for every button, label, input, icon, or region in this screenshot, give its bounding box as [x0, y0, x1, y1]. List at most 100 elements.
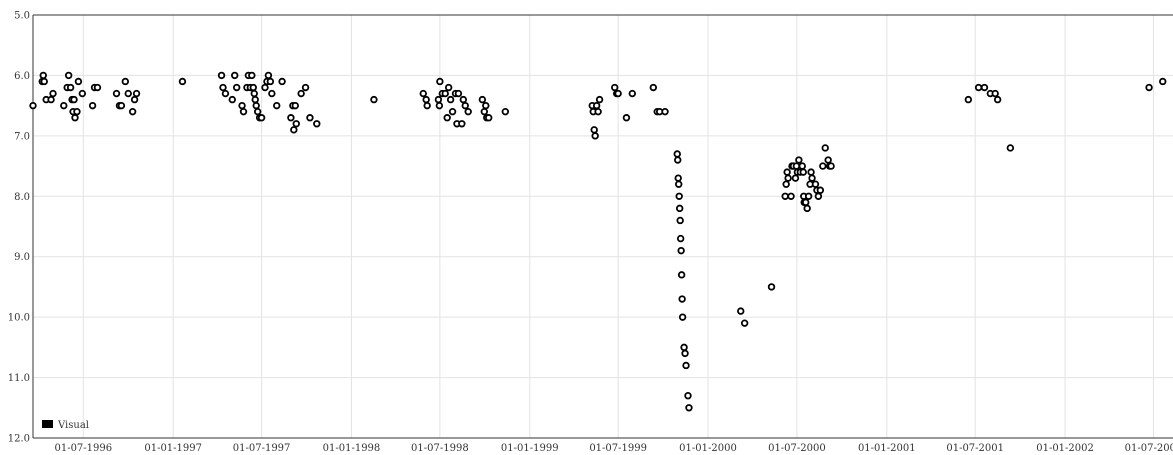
data-point [808, 174, 816, 182]
data-point [121, 77, 130, 86]
data-point [250, 89, 258, 98]
data-point [434, 95, 443, 104]
data-point [590, 126, 598, 134]
data-point [436, 77, 444, 86]
data-point [257, 114, 266, 122]
x-tick-label: 01-01-1997 [144, 443, 202, 454]
data-point [675, 192, 683, 200]
data-point [501, 107, 510, 116]
y-tick-label: 6.0 [14, 71, 30, 82]
data-point [677, 271, 686, 279]
data-point [292, 120, 300, 128]
y-tick-label: 7.0 [14, 131, 30, 142]
data-point [306, 114, 314, 122]
data-points [29, 71, 1167, 412]
data-point [221, 89, 230, 98]
data-point [441, 89, 449, 98]
data-point [217, 71, 226, 80]
data-point [74, 77, 83, 86]
data-point [787, 192, 795, 200]
data-point [677, 246, 685, 255]
data-point [783, 168, 791, 176]
data-point [461, 101, 469, 110]
data-point [78, 89, 87, 98]
data-point [1006, 144, 1015, 152]
data-point [128, 107, 137, 116]
gridlines [33, 14, 1173, 439]
data-point [130, 95, 139, 104]
data-point [974, 83, 983, 92]
data-point [313, 120, 321, 128]
data-point [682, 361, 690, 370]
data-point [458, 120, 466, 128]
data-point [40, 77, 48, 86]
data-point [594, 107, 602, 116]
data-point [673, 150, 681, 158]
data-point [273, 101, 281, 110]
data-point [268, 89, 276, 98]
data-point [485, 114, 493, 122]
legend: Visual [42, 420, 89, 431]
y-axis-tick-labels: 5.0 6.0 7.0 8.0 9.0 10.0 11.0 12.0 [8, 11, 30, 445]
x-tick-label: 01-01-2001 [858, 443, 916, 454]
legend-label-visual: Visual [57, 420, 89, 431]
data-point [767, 283, 776, 291]
x-tick-label: 01-07-2000 [768, 443, 826, 454]
data-point [71, 114, 79, 122]
data-point [88, 101, 97, 110]
data-point [459, 95, 468, 104]
data-point [611, 83, 619, 92]
data-point [678, 295, 686, 303]
data-point [784, 174, 792, 182]
data-point [291, 101, 299, 110]
data-point [675, 180, 683, 188]
data-point [39, 71, 47, 80]
data-point [266, 77, 275, 86]
data-point [64, 71, 73, 80]
y-tick-label: 5.0 [14, 11, 30, 22]
data-point [132, 89, 141, 98]
data-point [791, 174, 800, 182]
data-point [591, 132, 599, 140]
data-point [252, 101, 260, 110]
data-point [435, 101, 444, 110]
data-point [448, 107, 457, 116]
data-point [231, 71, 239, 80]
data-point [423, 101, 431, 110]
data-point [685, 404, 693, 412]
data-point [782, 180, 790, 188]
data-point [674, 156, 682, 164]
data-point [792, 162, 801, 170]
data-point [112, 89, 121, 98]
data-point [70, 95, 78, 104]
legend-swatch-visual [42, 420, 53, 428]
y-tick-label: 8.0 [14, 192, 30, 203]
data-point [795, 156, 803, 164]
x-tick-label: 01-07-1999 [589, 443, 647, 454]
x-tick-label: 01-01-2000 [679, 443, 737, 454]
data-point [290, 126, 298, 134]
data-point [674, 174, 682, 182]
data-point [480, 107, 489, 116]
data-point [781, 192, 789, 200]
data-point [804, 192, 813, 200]
data-point [482, 101, 490, 110]
data-point [811, 180, 820, 188]
data-point [675, 204, 684, 213]
data-point [47, 95, 55, 104]
data-point [676, 216, 684, 225]
data-point [824, 156, 832, 164]
data-point [799, 168, 807, 176]
data-point [478, 95, 487, 104]
data-point [66, 83, 75, 92]
x-tick-label: 01-01-2002 [1036, 443, 1094, 454]
data-point [249, 83, 257, 92]
y-tick-label: 10.0 [8, 313, 30, 324]
x-tick-label: 01-07-1996 [54, 443, 112, 454]
data-point [681, 349, 689, 358]
data-point [49, 89, 57, 98]
data-point [253, 107, 262, 116]
data-point [443, 114, 451, 122]
data-point [261, 83, 269, 92]
x-tick-label: 01-07-2002 [1125, 443, 1173, 454]
